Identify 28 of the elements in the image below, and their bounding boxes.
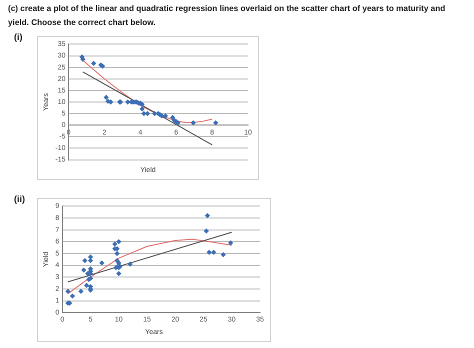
point xyxy=(116,270,122,276)
point xyxy=(140,106,145,112)
point xyxy=(228,240,234,246)
point xyxy=(112,241,118,247)
point xyxy=(114,250,120,256)
point xyxy=(141,110,146,116)
point xyxy=(65,288,71,294)
chart-title: (i) xyxy=(14,32,22,42)
point xyxy=(116,239,122,244)
point xyxy=(70,293,76,299)
point xyxy=(78,288,84,294)
point xyxy=(204,213,210,218)
chart-title: (ii) xyxy=(14,194,25,204)
point xyxy=(99,260,104,266)
point xyxy=(91,60,96,66)
point xyxy=(127,262,133,267)
point xyxy=(81,267,86,273)
point xyxy=(190,120,196,126)
point xyxy=(104,94,109,100)
point xyxy=(170,114,176,120)
point xyxy=(213,120,218,126)
point xyxy=(84,282,90,288)
point xyxy=(211,250,216,255)
text: (c) create a plot of the linear and quadratic regression lines overlaid on the scatter chart of years to maturity and yield. Choose the correct chart below. xyxy=(8,4,446,27)
point xyxy=(206,250,212,255)
point xyxy=(204,228,209,234)
point xyxy=(82,258,88,264)
point xyxy=(220,252,226,258)
